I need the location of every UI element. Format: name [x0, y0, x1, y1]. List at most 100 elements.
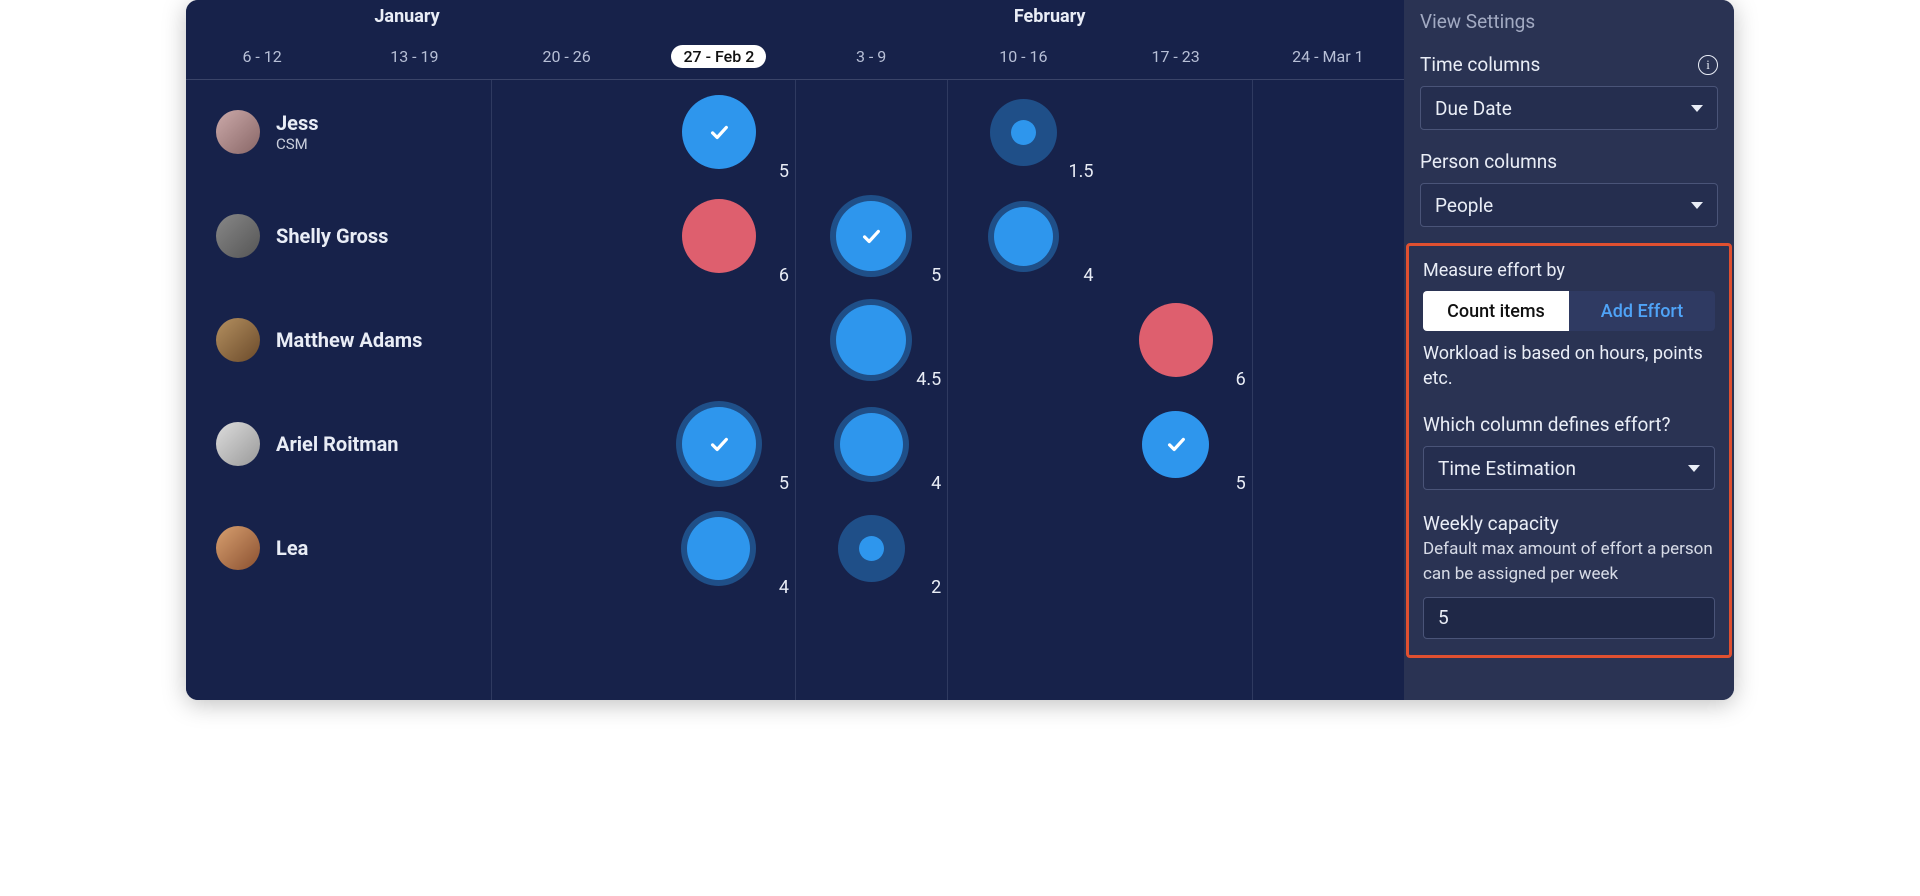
workload-cell — [1100, 496, 1252, 600]
workload-cell-value: 4 — [931, 473, 941, 494]
week-column-header[interactable]: 13 - 19 — [338, 34, 490, 79]
person-cell[interactable]: Lea — [186, 496, 476, 600]
time-columns-label: Time columns i — [1420, 53, 1718, 76]
week-column-header[interactable]: 3 - 9 — [795, 34, 947, 79]
workload-cell[interactable]: 4.5 — [795, 288, 947, 392]
workload-bubble[interactable] — [947, 184, 1099, 288]
week-column-header[interactable]: 17 - 23 — [1100, 34, 1252, 79]
measure-count-items[interactable]: Count items — [1423, 291, 1569, 331]
month-label: February — [1014, 6, 1086, 27]
workload-cell[interactable]: 5 — [643, 80, 795, 184]
workload-bubble[interactable] — [643, 496, 795, 600]
effort-column-select[interactable]: Time Estimation — [1423, 446, 1715, 490]
workload-cell[interactable]: 2 — [795, 496, 947, 600]
person-name: Ariel Roitman — [276, 432, 399, 456]
avatar — [216, 318, 260, 362]
avatar — [216, 422, 260, 466]
person-cell[interactable]: JessCSM — [186, 80, 476, 184]
workload-bubble[interactable] — [1100, 288, 1252, 392]
person-name: Lea — [276, 536, 308, 560]
person-name: Shelly Gross — [276, 224, 388, 248]
week-header-row: 6 - 1213 - 1920 - 2627 - Feb 23 - 910 - … — [186, 34, 1404, 80]
workload-cell — [795, 80, 947, 184]
weekly-capacity-sub: Default max amount of effort a person ca… — [1423, 537, 1715, 586]
measure-effort-label: Measure effort by — [1423, 260, 1715, 281]
measure-add-effort[interactable]: Add Effort — [1569, 291, 1715, 331]
person-cell[interactable]: Ariel Roitman — [186, 392, 476, 496]
workload-cell[interactable]: 4 — [643, 496, 795, 600]
workload-cell — [947, 288, 1099, 392]
workload-cell[interactable]: 5 — [1100, 392, 1252, 496]
workload-cell-value: 4 — [1083, 265, 1093, 286]
workload-app: January February 6 - 1213 - 1920 - 2627 -… — [186, 0, 1734, 700]
week-column-header[interactable]: 20 - 26 — [491, 34, 643, 79]
month-header-row: January February — [186, 0, 1404, 34]
workload-cell[interactable]: 5 — [795, 184, 947, 288]
weekly-capacity-label: Weekly capacity — [1423, 512, 1715, 535]
workload-bubble[interactable] — [795, 392, 947, 496]
workload-cell — [491, 80, 643, 184]
avatar — [216, 526, 260, 570]
person-cell[interactable]: Matthew Adams — [186, 288, 476, 392]
workload-cell-value: 1.5 — [1069, 161, 1094, 182]
workload-cell[interactable]: 5 — [643, 392, 795, 496]
effort-settings-highlight: Measure effort by Count items Add Effort… — [1406, 243, 1732, 658]
panel-title: View Settings — [1420, 10, 1718, 33]
workload-cell — [1252, 80, 1404, 184]
workload-cell[interactable]: 6 — [643, 184, 795, 288]
workload-cell-value: 2 — [931, 577, 941, 598]
grid-vline — [795, 80, 796, 700]
person-cell[interactable]: Shelly Gross — [186, 184, 476, 288]
workload-cell — [1252, 496, 1404, 600]
workload-bubble[interactable] — [643, 392, 795, 496]
week-column-header[interactable]: 27 - Feb 2 — [643, 34, 795, 79]
workload-bubble[interactable] — [643, 184, 795, 288]
workload-cell — [491, 288, 643, 392]
workload-cell[interactable]: 4 — [947, 184, 1099, 288]
workload-cell — [947, 496, 1099, 600]
weekly-capacity-input[interactable]: 5 — [1423, 597, 1715, 639]
info-icon[interactable]: i — [1698, 55, 1718, 75]
person-name: Jess — [276, 111, 319, 135]
workload-bubble[interactable] — [1100, 392, 1252, 496]
view-settings-panel: View Settings Time columns i Due Date Pe… — [1404, 0, 1734, 700]
workload-cell-value: 5 — [1236, 473, 1246, 494]
workload-cell — [1252, 184, 1404, 288]
chevron-down-icon — [1688, 465, 1700, 472]
avatar — [216, 110, 260, 154]
avatar — [216, 214, 260, 258]
week-column-header[interactable]: 10 - 16 — [947, 34, 1099, 79]
workload-bubble[interactable] — [795, 184, 947, 288]
workload-cell — [491, 496, 643, 600]
workload-cell[interactable]: 4 — [795, 392, 947, 496]
chevron-down-icon — [1691, 202, 1703, 209]
workload-cell — [947, 392, 1099, 496]
person-columns-select[interactable]: People — [1420, 183, 1718, 227]
workload-cell[interactable]: 1.5 — [947, 80, 1099, 184]
workload-cell — [1100, 184, 1252, 288]
measure-effort-toggle: Count items Add Effort — [1423, 291, 1715, 331]
month-label: January — [374, 6, 439, 27]
effort-column-label: Which column defines effort? — [1423, 413, 1715, 436]
workload-cell-value: 5 — [779, 161, 789, 182]
workload-cell — [643, 288, 795, 392]
workload-cell — [1252, 392, 1404, 496]
person-name: Matthew Adams — [276, 328, 422, 352]
workload-cell-value: 6 — [1236, 369, 1246, 390]
chevron-down-icon — [1691, 105, 1703, 112]
time-columns-select[interactable]: Due Date — [1420, 86, 1718, 130]
week-column-header[interactable]: 6 - 12 — [186, 34, 338, 79]
workload-cell[interactable]: 6 — [1100, 288, 1252, 392]
workload-cell — [491, 392, 643, 496]
workload-cell-value: 4.5 — [916, 369, 941, 390]
workload-cell-value: 5 — [779, 473, 789, 494]
workload-body: 51.5JessCSM654Shelly Gross4.56Matthew Ad… — [186, 80, 1404, 700]
workload-cell-value: 6 — [779, 265, 789, 286]
person-columns-label: Person columns — [1420, 150, 1718, 173]
workload-cell-value: 4 — [779, 577, 789, 598]
grid-vline — [947, 80, 948, 700]
workload-bubble[interactable] — [643, 80, 795, 184]
week-column-header[interactable]: 24 - Mar 1 — [1252, 34, 1404, 79]
workload-bubble[interactable] — [795, 496, 947, 600]
workload-cell — [1252, 288, 1404, 392]
